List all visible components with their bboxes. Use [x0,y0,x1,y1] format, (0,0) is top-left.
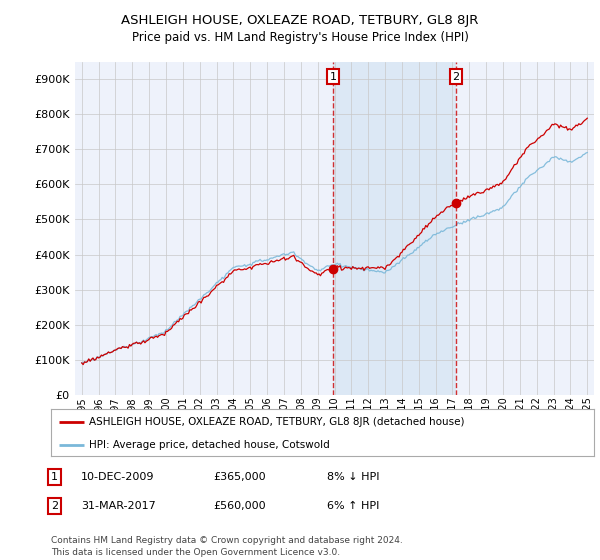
Text: Contains HM Land Registry data © Crown copyright and database right 2024.
This d: Contains HM Land Registry data © Crown c… [51,536,403,557]
Text: 10-DEC-2009: 10-DEC-2009 [81,472,155,482]
Text: Price paid vs. HM Land Registry's House Price Index (HPI): Price paid vs. HM Land Registry's House … [131,31,469,44]
Text: 8% ↓ HPI: 8% ↓ HPI [327,472,380,482]
Text: 2: 2 [452,72,460,82]
Text: ASHLEIGH HOUSE, OXLEAZE ROAD, TETBURY, GL8 8JR: ASHLEIGH HOUSE, OXLEAZE ROAD, TETBURY, G… [121,14,479,27]
Text: ASHLEIGH HOUSE, OXLEAZE ROAD, TETBURY, GL8 8JR (detached house): ASHLEIGH HOUSE, OXLEAZE ROAD, TETBURY, G… [89,417,464,427]
Bar [333,62,456,395]
Text: £365,000: £365,000 [213,472,266,482]
Text: 2: 2 [51,501,58,511]
Text: 31-MAR-2017: 31-MAR-2017 [81,501,156,511]
Text: £560,000: £560,000 [213,501,266,511]
Text: 1: 1 [329,72,337,82]
Text: HPI: Average price, detached house, Cotswold: HPI: Average price, detached house, Cots… [89,440,330,450]
Text: 1: 1 [51,472,58,482]
Text: 6% ↑ HPI: 6% ↑ HPI [327,501,379,511]
